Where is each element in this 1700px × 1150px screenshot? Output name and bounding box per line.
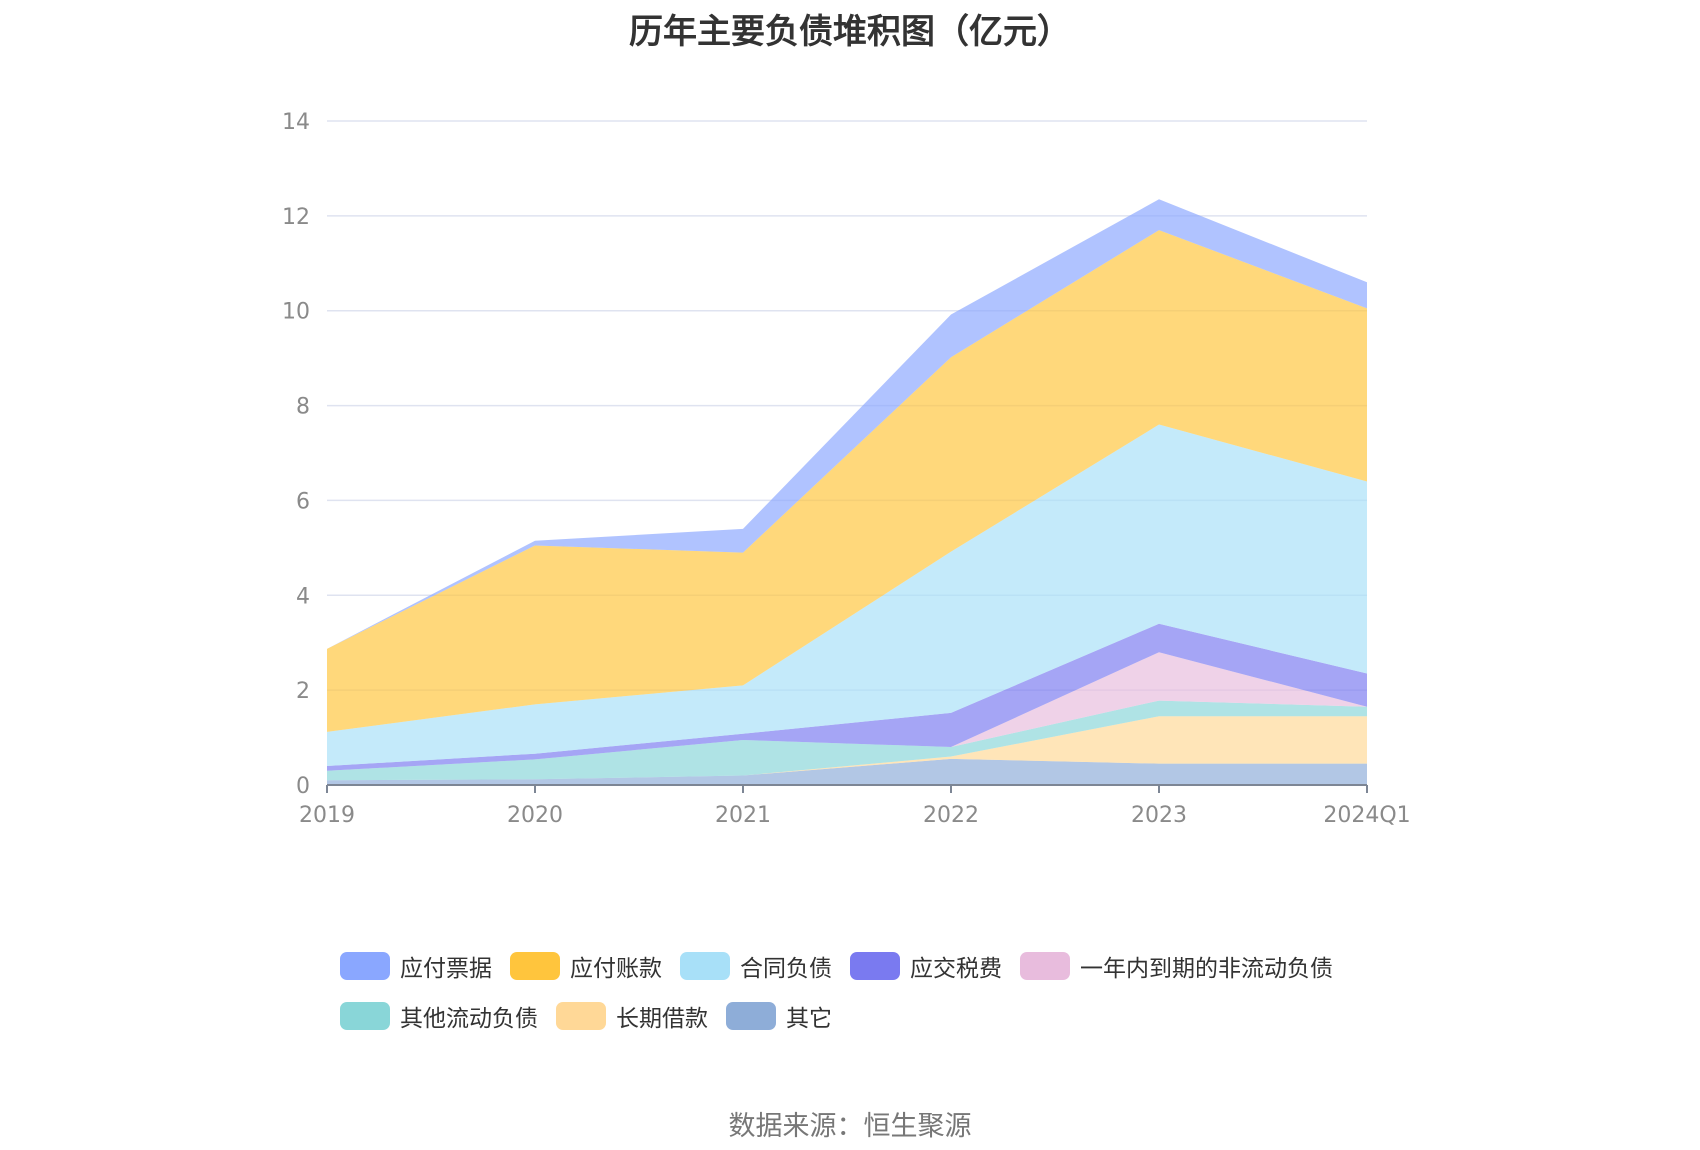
legend-swatch [510, 952, 560, 980]
area-series-其它 [327, 758, 1367, 785]
legend-label: 应付票据 [400, 956, 492, 982]
axes: 0 2 4 6 8 10 12 14 2019 2020 2021 2022 2023 2024Q1 [282, 110, 1411, 828]
legend-swatch [680, 952, 730, 980]
x-tick-label: 2024Q1 [1323, 803, 1410, 828]
legend-label: 合同负债 [740, 956, 832, 982]
legend-item[interactable]: 应交税费 [850, 952, 1002, 982]
legend-swatch [726, 1002, 776, 1030]
x-tick-label: 2019 [299, 803, 355, 828]
x-tick-label: 2023 [1131, 803, 1187, 828]
y-tick-label: 12 [282, 205, 310, 230]
y-tick-label: 14 [282, 110, 310, 135]
legend-swatch [340, 952, 390, 980]
y-tick-label: 6 [296, 489, 310, 514]
y-tick-label: 2 [296, 679, 310, 704]
legend-item[interactable]: 其他流动负债 [340, 1002, 538, 1032]
legend-swatch [556, 1002, 606, 1030]
legend-label: 其它 [786, 1006, 832, 1032]
legend-item[interactable]: 长期借款 [556, 1002, 708, 1032]
y-tick-label: 8 [296, 395, 310, 420]
area-series-应交税费 [327, 623, 1367, 771]
legend-swatch [850, 952, 900, 980]
legend-item[interactable]: 其它 [726, 1002, 832, 1032]
legend-swatch [340, 1002, 390, 1030]
x-tick-label: 2021 [715, 803, 771, 828]
area-series-一年内到期的非流动负债 [327, 652, 1367, 771]
chart-title: 历年主要负债堆积图（亿元） [629, 12, 1071, 52]
legend-item[interactable]: 应付账款 [510, 952, 662, 982]
legend-label: 应交税费 [910, 956, 1002, 982]
area-series-应付账款 [327, 230, 1367, 732]
y-tick-label: 0 [296, 774, 310, 799]
data-source: 数据来源：恒生聚源 [728, 1111, 972, 1142]
area-series-合同负债 [327, 424, 1367, 767]
legend: 应付票据 应付账款 合同负债 应交税费 一年内到期的非流动负债其他流动负债 长期借款 其它 [340, 952, 1440, 1052]
area-series-应付票据 [327, 199, 1367, 649]
area-series [327, 199, 1367, 785]
x-tick-label: 2020 [507, 803, 563, 828]
x-tick-label: 2022 [923, 803, 979, 828]
legend-label: 其他流动负债 [400, 1006, 538, 1032]
legend-item[interactable]: 一年内到期的非流动负债 [1020, 952, 1333, 982]
area-series-长期借款 [327, 716, 1367, 781]
legend-label: 应付账款 [570, 956, 662, 982]
legend-item[interactable]: 合同负债 [680, 952, 832, 982]
legend-label: 一年内到期的非流动负债 [1080, 956, 1333, 982]
legend-label: 长期借款 [616, 1006, 708, 1032]
y-tick-label: 10 [282, 300, 310, 325]
legend-item[interactable]: 应付票据 [340, 952, 492, 982]
legend-swatch [1020, 952, 1070, 980]
area-series-其他流动负债 [327, 700, 1367, 781]
y-tick-label: 4 [296, 584, 310, 609]
